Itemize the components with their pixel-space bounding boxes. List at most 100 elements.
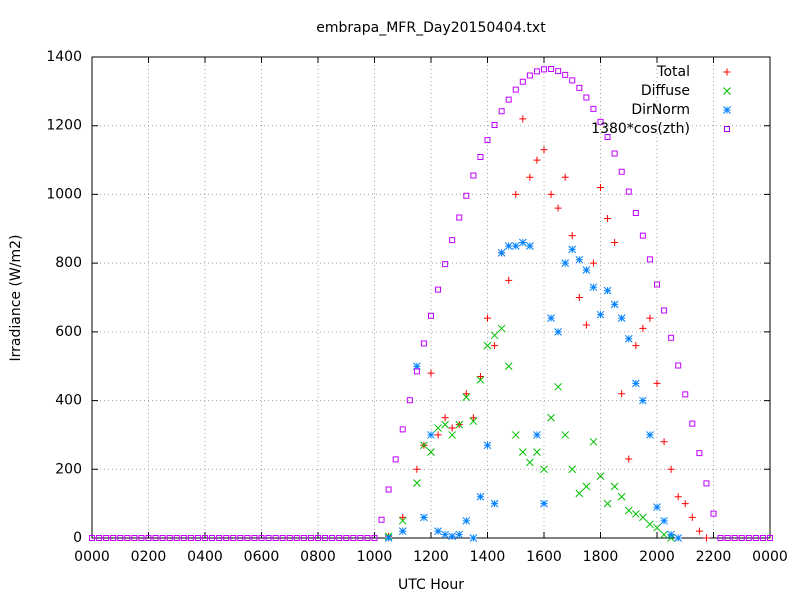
point (272, 535, 279, 541)
point (511, 242, 520, 250)
point (315, 535, 321, 541)
point (117, 535, 124, 541)
chart-title: embrapa_MFR_Day20150404.txt (316, 20, 546, 36)
point (237, 535, 244, 541)
point (230, 535, 237, 541)
point (209, 535, 216, 541)
y-tick-label: 600 (55, 324, 82, 340)
point (639, 232, 646, 239)
point (561, 173, 569, 181)
point (442, 261, 449, 268)
point (596, 310, 605, 319)
point (399, 426, 406, 433)
point (166, 535, 173, 541)
x-tick-label: 1200 (413, 549, 449, 565)
point (589, 437, 598, 446)
point (540, 465, 548, 474)
point (512, 86, 519, 93)
point (660, 530, 668, 539)
point (350, 535, 357, 541)
legend-label: DirNorm (631, 102, 690, 118)
point (202, 535, 208, 541)
point (490, 331, 499, 340)
point (603, 286, 612, 295)
point (322, 535, 329, 541)
point (505, 276, 513, 284)
point (293, 535, 300, 541)
point (455, 530, 464, 539)
point (519, 78, 526, 85)
point (498, 108, 505, 115)
point (661, 307, 668, 314)
point (675, 362, 682, 369)
point (575, 255, 584, 264)
x-tick-label: 1600 (526, 549, 562, 565)
point (575, 294, 583, 301)
point (413, 362, 421, 371)
legend-label: Total (656, 64, 690, 80)
y-tick-label: 1000 (46, 186, 82, 202)
point (759, 535, 766, 541)
x-axis-label: UTC Hour (398, 577, 464, 593)
point (89, 535, 95, 541)
point (441, 530, 449, 539)
point (145, 535, 152, 541)
x-tick-label: 0600 (244, 549, 280, 565)
point (562, 71, 569, 78)
point (463, 192, 470, 199)
point (540, 499, 548, 508)
legend-marker (723, 68, 731, 76)
point (300, 535, 307, 541)
point (131, 535, 138, 541)
point (724, 535, 731, 541)
point (384, 534, 393, 542)
point (483, 441, 492, 450)
point (533, 68, 540, 75)
point (103, 535, 110, 541)
point (420, 513, 428, 522)
point (568, 245, 577, 254)
point (617, 314, 626, 322)
point (343, 535, 350, 541)
point (491, 342, 499, 350)
point (611, 150, 618, 157)
plot-frame (91, 56, 771, 539)
point (187, 535, 194, 541)
point (462, 393, 471, 401)
x-tick-label: 0800 (300, 549, 336, 565)
x-tick-label: 1000 (357, 549, 393, 565)
point (646, 314, 654, 322)
point (448, 424, 456, 432)
point (490, 499, 499, 508)
point (435, 286, 442, 293)
point (484, 137, 491, 144)
point (526, 173, 534, 181)
point (357, 535, 364, 541)
point (547, 413, 555, 422)
point (717, 535, 724, 541)
point (582, 482, 591, 491)
point (307, 535, 314, 541)
point (476, 376, 485, 384)
point (752, 535, 759, 541)
point (561, 431, 570, 439)
point (434, 527, 442, 535)
point (533, 448, 541, 456)
x-tick-label: 0200 (131, 549, 167, 565)
point (731, 535, 738, 541)
point (618, 390, 626, 398)
point (590, 105, 597, 112)
point (469, 414, 477, 422)
point (604, 214, 612, 222)
point (569, 77, 576, 84)
point (476, 492, 485, 501)
point (745, 535, 752, 541)
point (413, 465, 421, 473)
point (554, 328, 562, 336)
point (631, 379, 640, 388)
point (568, 232, 576, 240)
point (526, 72, 533, 79)
point (526, 242, 534, 250)
point (547, 314, 555, 322)
